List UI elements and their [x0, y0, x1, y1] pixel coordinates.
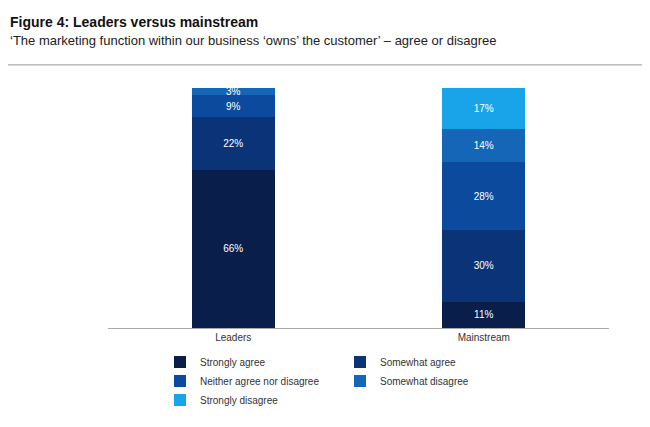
svg-text:Figure 4: Leaders versus mains: Figure 4: Leaders versus mainstream: [10, 14, 258, 30]
svg-text:Strongly disagree: Strongly disagree: [200, 395, 278, 406]
svg-text:Mainstream: Mainstream: [458, 332, 510, 343]
svg-text:30%: 30%: [474, 260, 494, 271]
svg-text:‘The marketing function within: ‘The marketing function within our busin…: [10, 33, 497, 48]
svg-text:28%: 28%: [474, 191, 494, 202]
svg-text:Strongly agree: Strongly agree: [200, 357, 265, 368]
svg-text:17%: 17%: [474, 103, 494, 114]
svg-text:14%: 14%: [474, 140, 494, 151]
svg-text:66%: 66%: [223, 243, 243, 254]
svg-text:11%: 11%: [474, 309, 493, 320]
svg-text:Somewhat disagree: Somewhat disagree: [380, 376, 469, 387]
svg-text:22%: 22%: [223, 138, 243, 149]
svg-text:Somewhat agree: Somewhat agree: [380, 357, 456, 368]
svg-text:Neither agree nor disagree: Neither agree nor disagree: [200, 376, 319, 387]
svg-text:9%: 9%: [226, 101, 241, 112]
svg-text:3%: 3%: [226, 86, 241, 97]
svg-text:Leaders: Leaders: [215, 332, 251, 343]
